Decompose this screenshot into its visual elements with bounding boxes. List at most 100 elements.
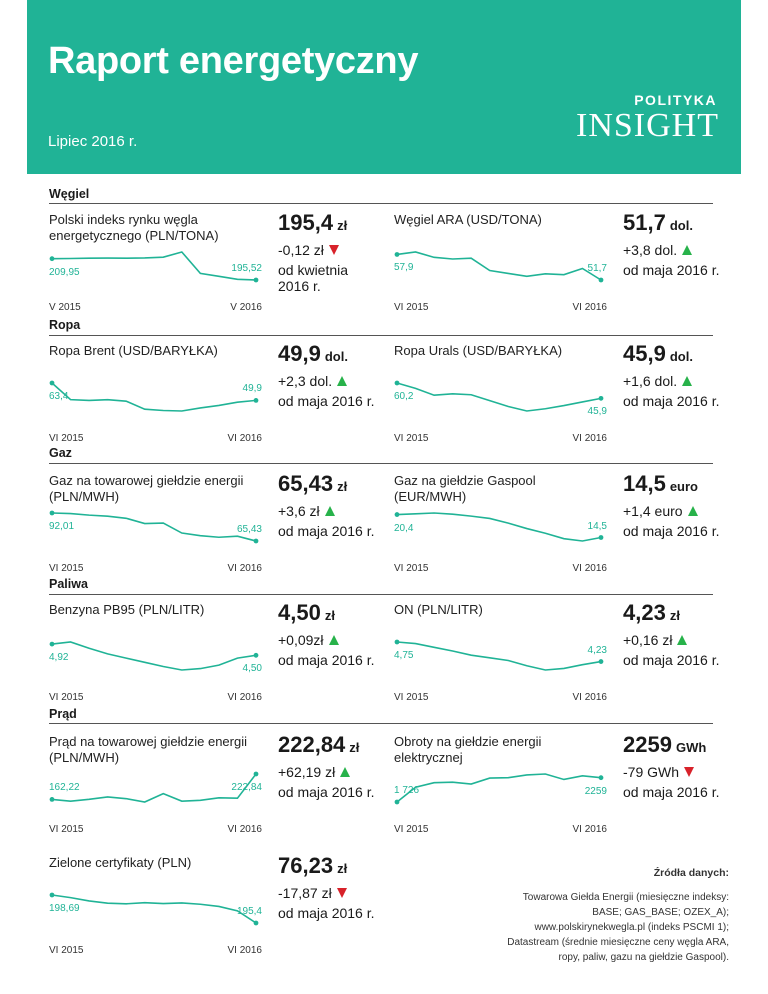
sparkline-end-value: 14,5 [587, 520, 607, 532]
sparkline-axis-end: VI 2016 [572, 302, 607, 313]
sparkline [49, 510, 259, 544]
card-power-turnover: Obroty na giełdzie energii elektrycznej 2… [394, 732, 724, 854]
card-since: od maja 2016 r. [278, 905, 375, 921]
card-label: Ropa Brent (USD/BARYŁKA) [49, 343, 218, 358]
card-value: 76,23 zł [278, 853, 347, 879]
section-title-gas: Gaz [49, 446, 72, 460]
card-change: +1,6 dol. [623, 373, 693, 389]
data-sources-title: Źródła danych: [653, 867, 729, 879]
sparkline-end-point [253, 398, 259, 403]
sparkline-end-value: 51,7 [587, 263, 607, 274]
sparkline-axis-start: VI 2015 [49, 433, 84, 444]
sparkline-axis-end: V 2016 [230, 302, 262, 313]
card-value: 2259 GWh [623, 732, 706, 758]
card-since: od kwietnia 2016 r. [278, 262, 349, 294]
card-change-text: +1,6 dol. [623, 373, 678, 389]
section-title-oil: Ropa [49, 318, 81, 332]
arrow-up-icon [340, 767, 351, 777]
sparkline-end-point [598, 277, 604, 283]
card-value-number: 76,23 [278, 853, 334, 878]
section-divider [49, 203, 713, 204]
card-value: 65,43 zł [278, 471, 347, 497]
sparkline-end-point [253, 652, 259, 658]
card-label: Prąd na towarowej giełdzie energii (PLN/… [49, 734, 248, 765]
arrow-up-icon [682, 376, 693, 386]
card-value-unit: zł [337, 479, 348, 494]
card-change-text: +3,6 zł [278, 503, 320, 519]
sparkline-start-value: 209,95 [49, 266, 80, 278]
card-label: Polski indeks rynku węgla energetycznego… [49, 212, 219, 243]
card-value-number: 14,5 [623, 471, 666, 496]
arrow-up-icon [677, 635, 688, 645]
card-value-unit: dol. [669, 349, 693, 364]
sparkline-line [396, 641, 602, 671]
card-value-unit: zł [349, 740, 360, 755]
card-coal-ara: Węgiel ARA (USD/TONA) 51,7 dol. +3,8 dol. od… [394, 210, 724, 332]
card-coal-pl-index: Polski indeks rynku węgla energetycznego… [49, 210, 379, 332]
sparkline-line [396, 382, 602, 412]
sparkline-line [51, 382, 257, 412]
sparkline-start-point [394, 799, 400, 805]
sparkline-axis-start: VI 2015 [394, 302, 429, 313]
sparkline-start-value: 162,22 [49, 782, 80, 794]
sparkline-line [51, 773, 257, 803]
card-since: od maja 2016 r. [623, 784, 720, 800]
card-since: od maja 2016 r. [623, 262, 720, 278]
card-value: 195,4 zł [278, 210, 347, 236]
sparkline [49, 641, 259, 671]
card-value-unit: GWh [675, 740, 707, 755]
sparkline-end-value: 195,52 [231, 263, 262, 274]
sparkline [49, 892, 259, 926]
sparkline-end-value: 65,43 [236, 524, 262, 535]
sparkline-start-point [49, 641, 55, 647]
sparkline-end-point [253, 771, 259, 777]
card-value: 51,7 dol. [623, 210, 693, 236]
sparkline [394, 251, 604, 283]
card-change: +2,3 dol. [278, 373, 348, 389]
card-change: -17,87 zł [278, 885, 347, 901]
card-change: +0,09zł [278, 632, 339, 648]
arrow-down-icon [684, 767, 695, 777]
sparkline [49, 771, 259, 803]
arrow-up-icon [682, 245, 693, 255]
sparkline-start-point [394, 639, 400, 645]
sparkline-end-point [598, 659, 604, 664]
sparkline-start-value: 1 726 [394, 785, 420, 796]
card-pb95: Benzyna PB95 (PLN/LITR) 4,50 zł +0,09zł od m… [49, 600, 379, 722]
section-title-coal: Węgiel [49, 187, 90, 201]
sparkline-axis-end: VI 2016 [572, 433, 607, 444]
card-since: od maja 2016 r. [623, 652, 720, 668]
sparkline-end-value: 2259 [584, 785, 607, 797]
card-power-tge: Prąd na towarowej giełdzie energii (PLN/… [49, 732, 379, 854]
sparkline-start-point [49, 256, 55, 262]
card-value-unit: zł [337, 218, 348, 233]
sparkline-start-point [394, 380, 400, 386]
card-gas-tge: Gaz na towarowej giełdzie energii (PLN/M… [49, 471, 379, 593]
sparkline [49, 380, 259, 412]
data-sources-text: Towarowa Giełda Energii (miesięczne inde… [507, 892, 729, 963]
card-change: +3,8 dol. [623, 242, 693, 258]
card-value-number: 51,7 [623, 210, 666, 235]
arrow-up-icon [687, 506, 698, 516]
card-since: od maja 2016 r. [278, 784, 375, 800]
report-header: Raport energetyczny Lipiec 2016 r. POLIT… [27, 0, 741, 174]
card-value-unit: dol. [324, 349, 348, 364]
card-value: 49,9 dol. [278, 341, 348, 367]
card-change-text: -79 GWh [623, 764, 680, 780]
card-value: 222,84 zł [278, 732, 359, 758]
card-value: 45,9 dol. [623, 341, 693, 367]
sparkline-start-value: 4,75 [394, 650, 414, 661]
arrow-down-icon [336, 888, 347, 898]
sparkline-axis-end: VI 2016 [227, 824, 262, 835]
sparkline [394, 773, 604, 805]
section-divider [49, 723, 713, 724]
card-change: +3,6 zł [278, 503, 335, 519]
card-value-number: 49,9 [278, 341, 321, 366]
brand-logo-top: POLITYKA [634, 92, 717, 108]
sparkline-axis-start: VI 2015 [49, 945, 84, 956]
sparkline [49, 251, 259, 283]
sparkline-axis-end: VI 2016 [572, 563, 607, 574]
card-change: -0,12 zł [278, 242, 339, 258]
card-label: Węgiel ARA (USD/TONA) [394, 212, 542, 227]
card-change: +62,19 zł [278, 764, 351, 780]
